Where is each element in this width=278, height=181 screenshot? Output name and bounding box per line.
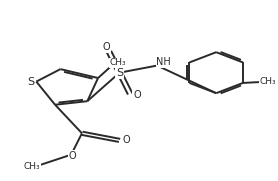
- Text: CH₃: CH₃: [260, 77, 276, 86]
- Text: O: O: [69, 151, 76, 161]
- Text: O: O: [102, 42, 110, 52]
- Text: S: S: [116, 68, 123, 78]
- Text: CH₃: CH₃: [24, 162, 41, 171]
- Text: O: O: [122, 134, 130, 144]
- Text: O: O: [133, 90, 141, 100]
- Text: NH: NH: [157, 57, 171, 67]
- Text: S: S: [27, 77, 34, 87]
- Text: CH₃: CH₃: [109, 58, 126, 67]
